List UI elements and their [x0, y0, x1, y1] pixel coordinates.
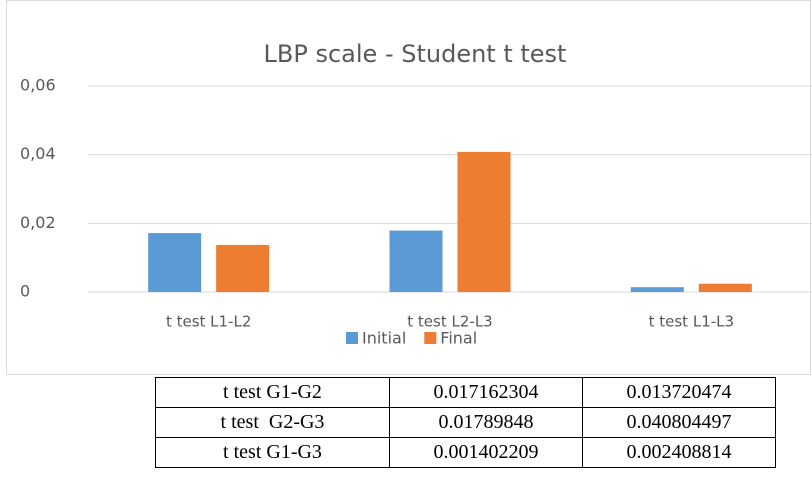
table-cell: t test G1-G2: [155, 377, 390, 408]
table-cell: 0.013720474: [582, 377, 776, 408]
y-tick-label: 0,02: [20, 213, 56, 232]
table-row: t test G2-G3 0.01789848 0.040804497: [155, 407, 776, 438]
legend-swatch: [424, 332, 437, 344]
bar: [216, 244, 270, 292]
table-cell: t test G1-G3: [155, 437, 390, 468]
table-cell: 0.01789848: [389, 407, 583, 438]
table-cell: 0.040804497: [582, 407, 776, 438]
data-table: t test G1-G2 0.017162304 0.013720474 t test…: [155, 377, 776, 468]
y-tick-label: 0,04: [20, 144, 56, 163]
legend-label: Final: [440, 329, 477, 348]
bar: [148, 233, 202, 292]
chart-frame: [6, 0, 811, 375]
bar: [457, 151, 511, 292]
table-cell: 0.002408814: [582, 437, 776, 468]
x-tick-label: t test L1-L2: [166, 313, 251, 331]
table-row: t test G1-G3 0.001402209 0.002408814: [155, 437, 776, 468]
legend-label: Initial: [362, 329, 406, 348]
chart-title: LBP scale - Student t test: [264, 40, 567, 68]
bar: [389, 230, 443, 292]
bar: [698, 283, 752, 292]
table-row: t test G1-G2 0.017162304 0.013720474: [155, 377, 776, 408]
legend-swatch: [346, 332, 358, 344]
y-tick-label: 0,06: [20, 76, 56, 95]
x-tick-label: t test L2-L3: [407, 313, 492, 331]
table-cell: t test G2-G3: [155, 407, 390, 438]
x-tick-label: t test L1-L3: [649, 313, 734, 331]
table-cell: 0.017162304: [389, 377, 583, 408]
table-cell: 0.001402209: [389, 437, 583, 468]
chart: LBP scale - Student t test 0 0,02 0,04 0,06…: [6, 0, 812, 375]
y-tick-label: 0: [20, 282, 30, 301]
bar: [630, 287, 684, 292]
